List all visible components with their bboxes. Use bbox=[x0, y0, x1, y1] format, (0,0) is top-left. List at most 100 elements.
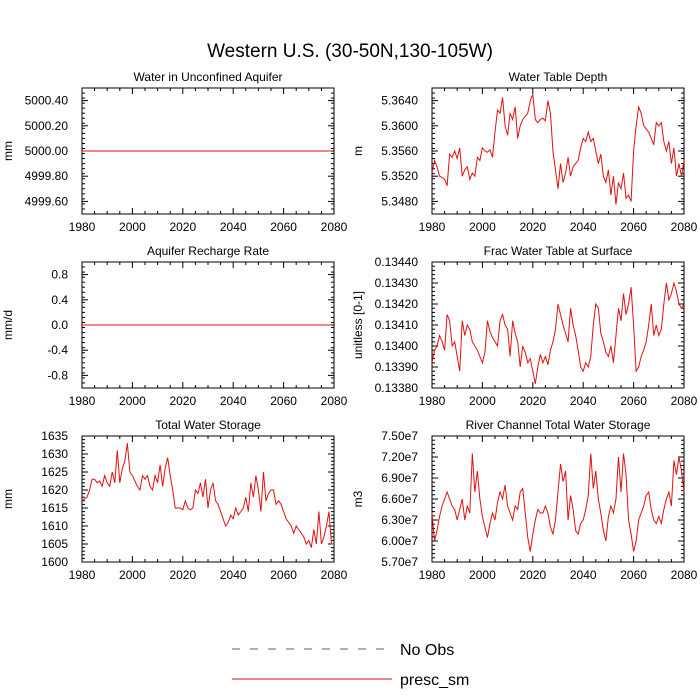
y-axis-label: mm bbox=[1, 141, 15, 161]
y-tick-label: 5.3640 bbox=[381, 94, 418, 108]
y-tick-label: 5.70e7 bbox=[381, 555, 418, 569]
y-tick-label: 5.3520 bbox=[381, 169, 418, 183]
y-axis-label: m3 bbox=[351, 490, 365, 507]
panel-water-unconfined-aquifer: Water in Unconfined Aquifer mm 1980 2000 202… bbox=[1, 70, 348, 234]
figure-title: Western U.S. (30-50N,130-105W) bbox=[207, 41, 493, 62]
y-tick-label: 1620 bbox=[41, 483, 68, 497]
y-tick-label: 5000.40 bbox=[25, 94, 69, 108]
x-tick-label: 2020 bbox=[519, 568, 546, 582]
y-tick-label: -0.4 bbox=[47, 343, 68, 357]
y-tick-label: 1600 bbox=[41, 555, 68, 569]
y-tick-label: 6.60e7 bbox=[381, 492, 418, 506]
panel-title: Aquifer Recharge Rate bbox=[147, 244, 269, 258]
x-tick-label: 2060 bbox=[270, 394, 297, 408]
x-tick-label: 2000 bbox=[119, 394, 146, 408]
x-tick-label: 2020 bbox=[169, 220, 196, 234]
panel-title: Water Table Depth bbox=[509, 70, 608, 84]
y-tick-label: 0.13420 bbox=[375, 297, 419, 311]
y-axis-label: mm bbox=[1, 489, 15, 509]
panel-aquifer-recharge-rate: Aquifer Recharge Rate mm/d 1980 2000 2020 204… bbox=[1, 244, 348, 408]
y-tick-label: 0.0 bbox=[51, 318, 68, 332]
x-tick-label: 1980 bbox=[69, 568, 96, 582]
x-tick-label: 2020 bbox=[169, 394, 196, 408]
y-tick-label: 4999.80 bbox=[25, 169, 69, 183]
y-tick-label: 5.3480 bbox=[381, 194, 418, 208]
y-tick-label: 0.13400 bbox=[375, 339, 419, 353]
x-tick-label: 2020 bbox=[169, 568, 196, 582]
y-tick-label: 6.00e7 bbox=[381, 534, 418, 548]
plot-frame bbox=[81, 435, 335, 563]
series-line-presc-sm bbox=[431, 281, 685, 384]
y-axis-label: unitless [0-1] bbox=[351, 291, 365, 359]
panel-total-water-storage: Total Water Storage mm 1980 2000 2020 2040 206… bbox=[1, 418, 348, 582]
x-tick-label: 2060 bbox=[270, 568, 297, 582]
y-tick-label: 0.13430 bbox=[375, 276, 419, 290]
legend-label-presc-sm: presc_sm bbox=[400, 672, 469, 689]
panel-title: Water in Unconfined Aquifer bbox=[134, 70, 283, 84]
plot-frame bbox=[431, 435, 685, 563]
x-tick-label: 2060 bbox=[620, 568, 647, 582]
x-tick-label: 2080 bbox=[671, 220, 698, 234]
y-tick-label: 5.3560 bbox=[381, 144, 418, 158]
x-tick-label: 2060 bbox=[620, 394, 647, 408]
x-tick-label: 2000 bbox=[469, 220, 496, 234]
x-tick-label: 2040 bbox=[220, 220, 247, 234]
y-tick-label: 0.13390 bbox=[375, 360, 419, 374]
series-line-presc-sm bbox=[81, 443, 334, 548]
y-tick-label: -0.8 bbox=[47, 368, 68, 382]
x-tick-label: 2000 bbox=[469, 394, 496, 408]
x-tick-label: 2080 bbox=[671, 394, 698, 408]
x-tick-label: 2020 bbox=[519, 220, 546, 234]
plot-frame bbox=[431, 87, 685, 215]
x-tick-label: 2000 bbox=[469, 568, 496, 582]
legend-label-no-obs: No Obs bbox=[400, 642, 454, 659]
panel-frac-water-table-surface: Frac Water Table at Surface unitless [0-1… bbox=[351, 244, 698, 408]
y-tick-label: 0.8 bbox=[51, 268, 68, 282]
x-tick-label: 1980 bbox=[419, 394, 446, 408]
x-tick-label: 2080 bbox=[321, 394, 348, 408]
plot-frame bbox=[431, 261, 685, 389]
y-tick-label: 5000.00 bbox=[25, 144, 69, 158]
y-tick-label: 5000.20 bbox=[25, 119, 69, 133]
x-tick-label: 2040 bbox=[570, 394, 597, 408]
x-tick-label: 2040 bbox=[220, 568, 247, 582]
x-tick-label: 2080 bbox=[321, 568, 348, 582]
y-axis-label: m bbox=[351, 146, 365, 156]
x-tick-label: 1980 bbox=[69, 220, 96, 234]
y-tick-label: 7.50e7 bbox=[381, 429, 418, 443]
series-line-presc-sm bbox=[431, 94, 685, 205]
y-tick-label: 1610 bbox=[41, 519, 68, 533]
x-tick-label: 2060 bbox=[620, 220, 647, 234]
y-tick-label: 1625 bbox=[41, 465, 68, 479]
y-tick-label: 5.3600 bbox=[381, 119, 418, 133]
x-tick-label: 2000 bbox=[119, 220, 146, 234]
x-tick-label: 2040 bbox=[570, 220, 597, 234]
x-tick-label: 2040 bbox=[570, 568, 597, 582]
x-tick-label: 2060 bbox=[270, 220, 297, 234]
x-tick-label: 2040 bbox=[220, 394, 247, 408]
y-tick-label: 1630 bbox=[41, 447, 68, 461]
y-tick-label: 1605 bbox=[41, 537, 68, 551]
y-tick-label: 0.4 bbox=[51, 293, 68, 307]
x-tick-label: 2000 bbox=[119, 568, 146, 582]
y-tick-label: 6.30e7 bbox=[381, 513, 418, 527]
series-line-presc-sm bbox=[431, 453, 685, 552]
y-tick-label: 0.13380 bbox=[375, 381, 419, 395]
y-tick-label: 1635 bbox=[41, 429, 68, 443]
panel-title: Total Water Storage bbox=[155, 418, 261, 432]
x-tick-label: 1980 bbox=[419, 568, 446, 582]
panel-water-table-depth: Water Table Depth m 1980 2000 2020 2040 2060 20… bbox=[351, 70, 698, 234]
y-tick-label: 7.20e7 bbox=[381, 450, 418, 464]
legend: No Obs presc_sm bbox=[232, 642, 469, 689]
x-tick-label: 1980 bbox=[69, 394, 96, 408]
y-tick-label: 6.90e7 bbox=[381, 471, 418, 485]
y-tick-label: 4999.60 bbox=[25, 194, 69, 208]
x-tick-label: 2080 bbox=[321, 220, 348, 234]
panel-title: River Channel Total Water Storage bbox=[466, 418, 651, 432]
y-tick-label: 0.13410 bbox=[375, 318, 419, 332]
y-axis-label: mm/d bbox=[1, 310, 15, 340]
x-tick-label: 2020 bbox=[519, 394, 546, 408]
panel-river-channel-storage: River Channel Total Water Storage m3 1980 2… bbox=[351, 418, 698, 582]
y-tick-label: 1615 bbox=[41, 501, 68, 515]
